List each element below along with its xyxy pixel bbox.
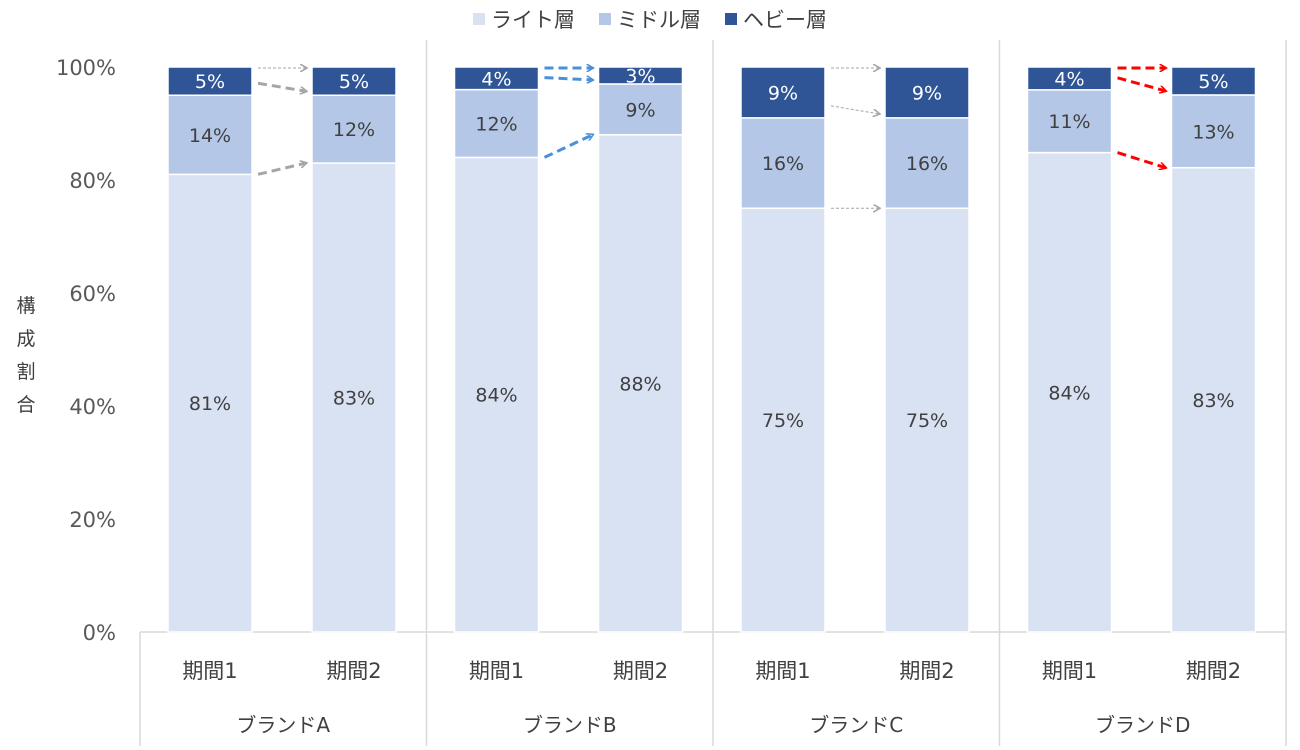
data-label: 75% [762, 410, 804, 432]
data-label: 81% [189, 393, 231, 415]
category-label: 期間2 [613, 659, 668, 683]
data-label: 88% [619, 373, 661, 395]
change-arrow [830, 105, 879, 114]
bar-segment [453, 88, 540, 159]
bar-segment [1026, 66, 1113, 91]
legend-label: ミドル層 [617, 8, 701, 32]
bar-segment [311, 162, 397, 633]
data-label: 9% [768, 82, 798, 104]
y-tick-label: 40% [69, 395, 116, 419]
bar-segment [1026, 89, 1113, 154]
category-label: 期間1 [755, 659, 810, 683]
data-label: 9% [625, 99, 655, 121]
change-arrow [544, 78, 593, 80]
data-label: 4% [481, 68, 511, 90]
y-tick-label: 100% [56, 56, 116, 80]
change-arrow [1117, 76, 1166, 91]
legend-label: ヘビー層 [743, 8, 827, 32]
data-label: 16% [762, 153, 804, 175]
group-label: ブランドB [523, 713, 617, 737]
group-label: ブランドC [809, 713, 903, 737]
y-tick-label: 60% [69, 282, 116, 306]
data-label: 5% [195, 71, 225, 93]
y-tick-label: 80% [69, 169, 116, 193]
bar-segment [1170, 166, 1257, 633]
bar-segment [1170, 66, 1257, 96]
data-label: 83% [333, 388, 375, 410]
bar-segment [740, 117, 826, 209]
bar-segment [740, 66, 826, 119]
legend-swatch [599, 13, 611, 25]
legend-item-light: ライト層 [473, 4, 575, 34]
y-tick-label: 0% [83, 621, 116, 645]
data-label: 12% [333, 119, 375, 141]
category-label: 期間1 [469, 659, 524, 683]
change-arrow [257, 163, 306, 176]
data-label: 9% [912, 82, 942, 104]
bar-segment [884, 66, 970, 119]
data-label: 16% [906, 153, 948, 175]
y-tick-label: 20% [69, 508, 116, 532]
data-label: 5% [1198, 71, 1228, 93]
data-label: 5% [339, 71, 369, 93]
bar-segment [1026, 151, 1113, 633]
bar-segment [597, 83, 684, 136]
data-label: 75% [906, 410, 948, 432]
legend: ライト層 ミドル層 ヘビー層 [0, 4, 1300, 34]
change-arrow [1117, 151, 1166, 168]
category-label: 期間2 [1186, 659, 1241, 683]
bar-segment [453, 156, 540, 633]
data-label: 84% [1048, 382, 1090, 404]
bar-segment [453, 66, 540, 91]
category-label: 期間2 [899, 659, 954, 683]
data-label: 14% [189, 125, 231, 147]
bar-segment [1170, 94, 1257, 169]
change-arrow [543, 135, 593, 159]
bar-segment [167, 94, 253, 176]
category-label: 期間2 [326, 659, 381, 683]
data-label: 3% [625, 65, 655, 87]
data-label: 11% [1048, 111, 1090, 133]
bar-segment [311, 94, 397, 164]
legend-item-middle: ミドル層 [599, 4, 701, 34]
data-label: 12% [475, 114, 517, 136]
change-arrow [257, 81, 306, 91]
data-label: 4% [1054, 68, 1084, 90]
bar-segment [740, 207, 826, 633]
bar-segment [167, 66, 253, 96]
data-label: 83% [1192, 390, 1234, 412]
legend-label: ライト層 [491, 8, 575, 32]
bar-segment [884, 207, 970, 633]
category-label: 期間1 [1042, 659, 1097, 683]
bar-segment [311, 66, 397, 96]
group-label: ブランドA [236, 713, 330, 737]
data-label: 13% [1192, 121, 1234, 143]
bar-segment [597, 134, 684, 633]
bar-segment [597, 66, 684, 85]
legend-item-heavy: ヘビー層 [725, 4, 827, 34]
data-label: 84% [475, 385, 517, 407]
y-axis-label: 構成割合 [16, 295, 36, 416]
legend-swatch [725, 13, 737, 25]
group-label: ブランドD [1095, 713, 1190, 737]
category-label: 期間1 [182, 659, 237, 683]
legend-swatch [473, 13, 485, 25]
